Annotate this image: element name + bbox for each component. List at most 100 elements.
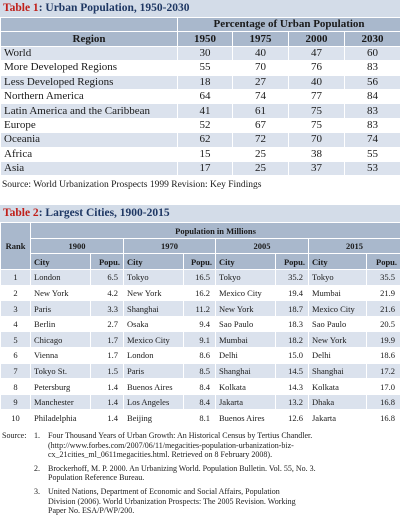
header-row: Percentage of Urban Population xyxy=(0,16,400,33)
table-cell: 72 xyxy=(232,132,289,148)
table-cell: 76 xyxy=(288,60,345,76)
table-cell: 21.6 xyxy=(365,300,400,317)
table-cell: 74 xyxy=(343,132,400,148)
table-cell: 8.1 xyxy=(183,409,216,427)
table-cell: 1.7 xyxy=(90,347,124,364)
note-text: Four Thousand Years of Urban Growth: An … xyxy=(48,431,312,460)
table-cell: Tokyo xyxy=(123,269,184,286)
table-cell: 61 xyxy=(232,103,289,119)
table-row: World 30 40 47 60 xyxy=(0,45,400,62)
table-cell: 16.8 xyxy=(365,393,400,411)
table-cell: Shanghai xyxy=(215,362,276,380)
table-row: Europe 52 67 75 83 xyxy=(0,117,400,134)
table-cell: 16.8 xyxy=(365,409,400,427)
table-cell: Vienna xyxy=(30,347,91,364)
table-cell: 35.2 xyxy=(275,269,309,286)
table-row: 10 Philadelphia 1.4 Beijing 8.1 Buenos Aires 1… xyxy=(0,409,400,427)
table-cell: 8.6 xyxy=(183,347,216,364)
table-cell: World xyxy=(0,45,178,62)
table-cell: 1.4 xyxy=(90,378,124,395)
header-cell: 2015 xyxy=(307,237,400,255)
table-row: 4 Berlin 2.7 Osaka 9.4 Sao Paulo 18.3 Sao Paulo… xyxy=(0,315,400,333)
table-cell: 30 xyxy=(177,45,233,62)
table-row: Latin America and the Caribbean 41 61 75 83 xyxy=(0,103,400,119)
table-cell: More Developed Regions xyxy=(0,60,178,76)
table-cell: 53 xyxy=(343,160,400,177)
table-row: 3 Paris 3.3 Shanghai 11.2 New York 18.7 Mexico … xyxy=(0,300,400,317)
header-cell: 1975 xyxy=(232,31,289,47)
table-cell: 56 xyxy=(343,74,400,90)
table-cell: 83 xyxy=(343,117,400,134)
note-source-label xyxy=(0,487,34,516)
table-cell: 16.5 xyxy=(183,269,216,286)
note-line: (http://www.forbes.com/2007/06/11/megaci… xyxy=(48,440,294,450)
header-cell: Popu. xyxy=(365,253,400,271)
table-cell: 64 xyxy=(177,88,233,105)
table-cell: Kolkata xyxy=(215,378,276,395)
table-cell: 77 xyxy=(288,88,345,105)
table-cell: 6.5 xyxy=(90,269,124,286)
table-cell: 40 xyxy=(288,74,345,90)
table-cell: 74 xyxy=(232,88,289,105)
table-cell: 7 xyxy=(0,362,31,380)
table-cell: Shanghai xyxy=(308,362,367,380)
table-cell: Los Angeles xyxy=(123,393,184,411)
table-cell: Jakarta xyxy=(308,409,367,427)
header-cell: 2005 xyxy=(215,237,309,255)
header-cell xyxy=(0,16,178,33)
header-cell: Popu. xyxy=(275,253,309,271)
table-cell: 15.0 xyxy=(275,347,309,364)
table-cell: Tokyo xyxy=(215,269,276,286)
table-cell: Kolkata xyxy=(308,378,367,395)
header-cell: Region xyxy=(0,31,178,47)
table-cell: 9.1 xyxy=(183,331,216,349)
note: 3. United Nations, Department of Economic… xyxy=(0,487,400,516)
table-cell: 70 xyxy=(288,132,345,148)
table-cell: 17 xyxy=(177,160,233,177)
table-cell: 14.5 xyxy=(275,362,309,380)
table-row: Africa 15 25 38 55 xyxy=(0,146,400,162)
table-cell: Europe xyxy=(0,117,178,134)
note-line: cx_21cities_ml_0611megacities.html. Retr… xyxy=(48,450,273,460)
table-cell: Mexico City xyxy=(215,284,276,302)
table-row: 5 Chicago 1.7 Mexico City 9.1 Mumbai 18.2 New Y… xyxy=(0,331,400,349)
table-cell: 20.5 xyxy=(365,315,400,333)
table-cell: 37 xyxy=(288,160,345,177)
table-cell: 8 xyxy=(0,378,31,395)
header-cell: 2030 xyxy=(343,31,400,47)
title-text: : Largest Cities, 1900-2015 xyxy=(38,207,170,220)
table-cell: 18.7 xyxy=(275,300,309,317)
table-cell: 38 xyxy=(288,146,345,162)
header-cell: City xyxy=(123,253,184,271)
notes: Source: 1. Four Thousand Years of Urban Gr… xyxy=(0,431,400,516)
table-cell: Buenos Aires xyxy=(215,409,276,427)
table-cell: 1.4 xyxy=(90,409,124,427)
table-cell: 4.2 xyxy=(90,284,124,302)
table-cell: 15 xyxy=(177,146,233,162)
table-cell: 19.9 xyxy=(365,331,400,349)
header-cell: 2000 xyxy=(288,31,345,47)
table-cell: Buenos Aires xyxy=(123,378,184,395)
table-cell: Northern America xyxy=(0,88,178,105)
table-cell: Manchester xyxy=(30,393,91,411)
table-cell: 10 xyxy=(0,409,31,427)
table-row: 8 Petersburg 1.4 Buenos Aires 8.4 Kolkata 14.3… xyxy=(0,378,400,395)
table-title: Table 2: Largest Cities, 1900-2015 xyxy=(0,205,400,223)
header-cell: City xyxy=(215,253,276,271)
header-cell: Rank xyxy=(0,222,31,271)
table-row: More Developed Regions 55 70 76 83 xyxy=(0,60,400,76)
source: Source: World Urbanization Prospects 199… xyxy=(2,180,262,191)
table-cell: 83 xyxy=(343,60,400,76)
note-text: Brockerhoff, M. P. 2000. An Urbanizing W… xyxy=(48,464,316,483)
table-cell: 17.0 xyxy=(365,378,400,395)
table-cell: 2.7 xyxy=(90,315,124,333)
table-row: Oceania 62 72 70 74 xyxy=(0,132,400,148)
table-cell: Sao Paulo xyxy=(215,315,276,333)
note-number: 2. xyxy=(34,463,40,473)
header-cell: Percentage of Urban Population xyxy=(176,16,400,33)
table-row: 1 London 6.5 Tokyo 16.5 Tokyo 35.2 Tokyo 35.5 xyxy=(0,269,400,286)
table-cell: Delhi xyxy=(215,347,276,364)
table-cell: 35.5 xyxy=(365,269,400,286)
table-cell: 8.4 xyxy=(183,393,216,411)
